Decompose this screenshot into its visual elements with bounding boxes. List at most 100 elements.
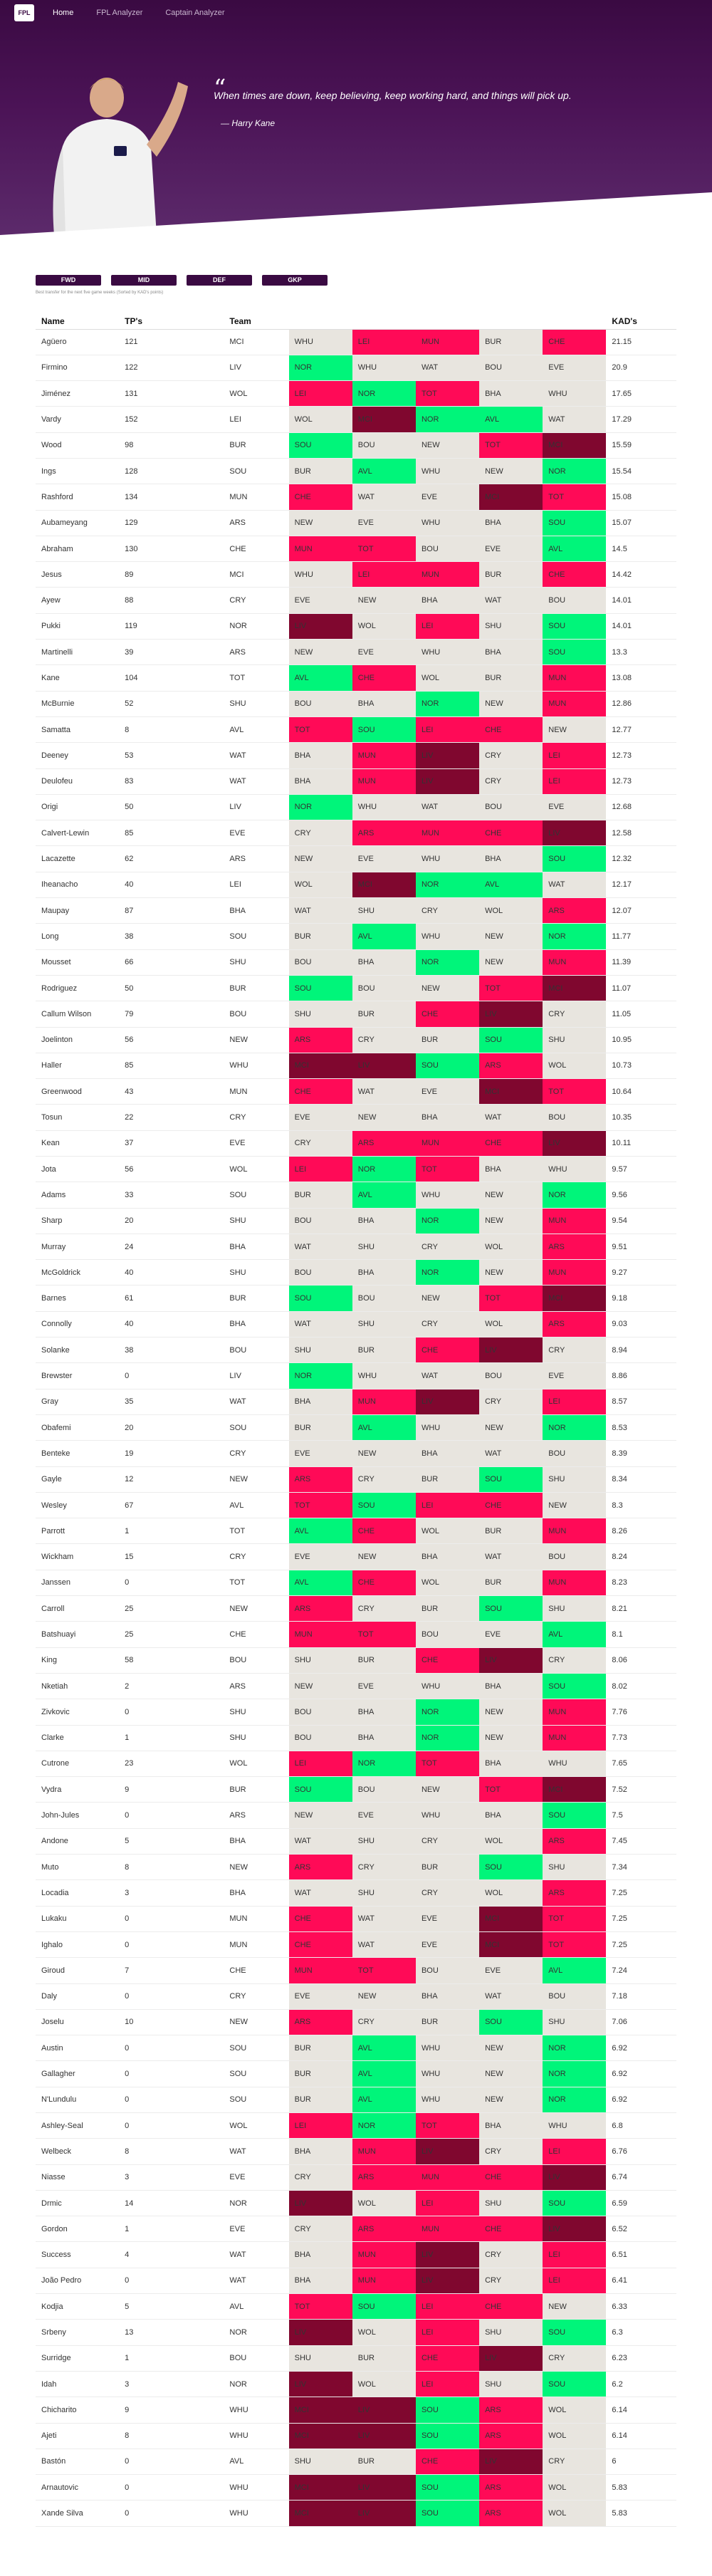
fixture-cell: LIV [352,2474,416,2501]
player-tp: 3 [119,2371,224,2398]
table-row: John-Jules 0 ARS NEW EVE WHU BHA SOU 7.5 [36,1802,676,1829]
player-name: Abraham [36,536,120,563]
fixture-cell: SHU [288,1337,352,1364]
fixture-cell: NOR [543,923,607,950]
player-team: NOR [224,2371,289,2398]
player-name: Calvert-Lewin [36,820,120,847]
fixture-cell: CHE [288,1906,352,1932]
fixture-cell: AVL [352,2035,416,2062]
player-kad: 10.64 [606,1078,676,1105]
fixture-cell: CRY [415,1828,480,1855]
fixture-cell: LIV [415,768,480,795]
nav-link-captain-analyzer[interactable]: Captain Analyzer [165,9,225,17]
table-row: Chicharito 9 WHU MCI LIV SOU ARS WOL 6.14 [36,2397,676,2424]
fixture-cell: TOT [288,1492,352,1519]
fixture-cell: LIV [352,1053,416,1080]
player-kad: 6.92 [606,2087,676,2113]
player-tp: 8 [119,2138,224,2165]
player-name: Andone [36,1828,120,1855]
player-kad: 12.68 [606,794,676,821]
player-kad: 6 [606,2449,676,2476]
player-kad: 6.92 [606,2035,676,2062]
player-tp: 134 [119,484,224,511]
player-name: Austin [36,2035,120,2062]
header-tp[interactable]: TP's [119,313,224,330]
fixture-cell: ARS [288,1595,352,1622]
player-kad: 6.51 [606,2241,676,2268]
filter-gkp-button[interactable]: GKP [262,275,328,286]
player-kad: 12.17 [606,872,676,899]
filter-mid-button[interactable]: MID [111,275,177,286]
player-kad: 6.23 [606,2345,676,2372]
player-kad: 12.73 [606,742,676,769]
fixture-cell: WHU [543,2112,607,2139]
header-fixture-2 [352,313,416,330]
player-tp: 83 [119,768,224,795]
player-kad: 7.25 [606,1906,676,1932]
table-row: Ashley-Seal 0 WOL LEI NOR TOT BHA WHU 6.8 [36,2112,676,2139]
player-tp: 37 [119,1130,224,1157]
player-name: Lukaku [36,1906,120,1932]
player-tp: 67 [119,1492,224,1519]
player-kad: 7.34 [606,1854,676,1881]
fixture-cell: WHU [415,1414,480,1441]
player-kad: 6.2 [606,2371,676,2398]
fixture-cell: WAT [288,897,352,924]
player-tp: 61 [119,1285,224,1312]
table-row: Greenwood 43 MUN CHE WAT EVE MCI TOT 10.64 [36,1078,676,1105]
header-name[interactable]: Name [36,313,120,330]
player-kad: 7.65 [606,1751,676,1778]
fixture-cell: NEW [352,587,416,614]
player-team: LEI [224,406,289,433]
player-tp: 62 [119,845,224,872]
fixture-cell: MCI [288,2474,352,2501]
player-kad: 14.01 [606,613,676,640]
fixture-cell: SOU [479,2009,543,2036]
player-team: BOU [224,1647,289,1674]
fixture-cell: NEW [415,1776,480,1803]
fixture-cell: SOU [543,2190,607,2217]
player-name: Haller [36,1053,120,1080]
fixture-cell: LIV [479,2345,543,2372]
fixture-cell: CRY [415,897,480,924]
nav-link-fpl-analyzer[interactable]: FPL Analyzer [96,9,143,17]
table-row: Gray 35 WAT BHA MUN LIV CRY LEI 8.57 [36,1389,676,1415]
fixture-cell: NEW [352,1440,416,1467]
player-kad: 8.26 [606,1518,676,1545]
header-kad[interactable]: KAD's [606,313,676,330]
fixture-cell: MUN [543,1518,607,1545]
fixture-cell: LIV [288,613,352,640]
filter-fwd-button[interactable]: FWD [36,275,101,286]
fixture-cell: EVE [543,794,607,821]
player-tp: 121 [119,329,224,355]
fixture-cell: EVE [479,536,543,563]
table-row: Wood 98 BUR SOU BOU NEW TOT MCI 15.59 [36,432,676,459]
table-row: King 58 BOU SHU BUR CHE LIV CRY 8.06 [36,1647,676,1674]
table-row: Murray 24 BHA WAT SHU CRY WOL ARS 9.51 [36,1234,676,1261]
fixture-cell: NOR [543,1414,607,1441]
fixture-cell: BUR [415,2009,480,2036]
nav-link-home[interactable]: Home [53,9,74,17]
fixture-cell: WHU [415,845,480,872]
player-name: Ings [36,458,120,485]
table-row: Joelinton 56 NEW ARS CRY BUR SOU SHU 10.95 [36,1027,676,1053]
player-kad: 12.32 [606,845,676,872]
fixture-cell: NOR [543,2035,607,2062]
player-tp: 58 [119,1647,224,1674]
fixture-cell: SOU [288,975,352,1002]
fixture-cell: NEW [479,1725,543,1751]
filter-def-button[interactable]: DEF [187,275,252,286]
header-fixture-1 [288,313,352,330]
player-tp: 4 [119,2241,224,2268]
player-kad: 9.57 [606,1156,676,1183]
player-team: BOU [224,1337,289,1364]
fixture-cell: NEW [479,1208,543,1234]
player-name: Parrott [36,1518,120,1545]
player-team: BUR [224,1776,289,1803]
player-kad: 12.86 [606,691,676,717]
fixture-cell: BHA [479,845,543,872]
player-name: N'Lundulu [36,2087,120,2113]
player-team: ARS [224,1673,289,1700]
header-team[interactable]: Team [224,313,289,330]
table-row: Abraham 130 CHE MUN TOT BOU EVE AVL 14.5 [36,536,676,563]
